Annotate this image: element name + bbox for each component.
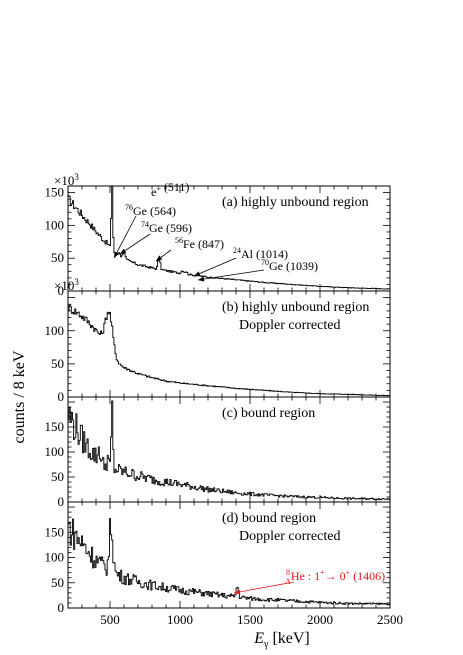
panel-title: Doppler corrected: [239, 318, 340, 333]
y-multiplier: ×103: [54, 277, 79, 293]
x-axis-label: Eγ [keV]: [253, 630, 310, 650]
peak-arrow-line: [119, 233, 151, 255]
peak-label-text: Ge: [133, 204, 147, 218]
x-axis-label-sub: γ: [263, 639, 269, 650]
peak-label-text: Ge: [149, 221, 163, 235]
peak-label-iso: 24: [233, 246, 241, 255]
y-tick-label: 0: [58, 389, 65, 404]
y-tick-label: 100: [45, 323, 65, 338]
peak-annotation: 70Ge (1039): [197, 258, 318, 282]
peak-label-iso: 70: [261, 258, 269, 267]
peak-label-iso: 76: [125, 203, 133, 212]
peak-annotation: 76Ge (564): [113, 203, 176, 259]
peak-arrow-head: [114, 251, 119, 258]
peak-label-text: Fe: [183, 237, 195, 251]
y-tick-label: 150: [45, 419, 65, 434]
y-axis-label: counts / 8 keV: [11, 350, 28, 443]
peak-label-iso-sub: Λ: [285, 577, 291, 586]
peak-label-iso-sup: 8: [286, 568, 290, 577]
panel-title: (c) bound region: [222, 406, 315, 421]
spectrum-trace: [68, 400, 390, 501]
peak-label: 8 ΛHe : 1+→ 0+ (1406): [285, 568, 385, 586]
peak-arrow-head: [120, 248, 127, 254]
x-tick-label: 1000: [167, 612, 193, 627]
y-tick-label: 0: [58, 283, 65, 298]
peak-arrow-line: [113, 215, 137, 259]
peak-label: 76Ge (564): [125, 203, 176, 218]
peak-annotation: 24Al (1014): [193, 246, 288, 277]
peak-arrow-head: [194, 271, 201, 276]
peak-annotation: 8 ΛHe : 1+→ 0+ (1406): [233, 568, 385, 595]
y-multiplier: ×103: [54, 172, 79, 188]
peak-label-energy: (564): [147, 204, 176, 218]
peak-label: 70Ge (1039): [261, 258, 318, 273]
y-tick-label: 100: [45, 550, 65, 565]
x-tick-label: 500: [100, 612, 120, 627]
peak-annotation: 74Ge (596): [119, 220, 192, 255]
y-tick-label: 50: [51, 250, 64, 265]
panel-2: 0 50 100 ×103 (b) highly unbound region Doppl…: [45, 277, 391, 404]
panel-title: (a) highly unbound region: [222, 195, 369, 210]
x-axis-label-unit: [keV]: [268, 630, 309, 647]
peak-label-text: Al: [241, 247, 254, 261]
peak-label-sup: +: [320, 568, 325, 577]
peak-arrow-line: [233, 581, 295, 594]
peak-label-text: Ge: [269, 259, 283, 273]
peak-arrow-head: [156, 255, 163, 261]
x-tick-label: 2500: [377, 612, 403, 627]
peak-label-arrow: →: [325, 569, 337, 583]
panel-title: Doppler corrected: [239, 529, 340, 544]
peak-label-text: e: [151, 185, 156, 199]
spectrum-trace: [68, 304, 390, 397]
peak-arrow-line: [197, 269, 265, 281]
panel-title: (b) highly unbound region: [222, 300, 369, 315]
y-tick-label: 50: [51, 575, 64, 590]
peak-label: e+ (511): [151, 180, 189, 199]
peak-arrow-line: [193, 257, 237, 277]
peak-annotation: e+ (511): [151, 180, 189, 199]
y-tick-label: 100: [45, 217, 65, 232]
peak-label-text2: 0: [337, 569, 346, 583]
peak-annotation: 56Fe (847): [155, 236, 224, 262]
spectrum-trace: [68, 185, 390, 290]
x-tick-label: 1500: [237, 612, 263, 627]
peak-label-iso: 74: [141, 220, 149, 229]
peak-label-energy: (847): [195, 237, 224, 251]
peak-label: 74Ge (596): [141, 220, 192, 235]
peak-label-energy: (1039): [283, 259, 318, 273]
peak-label-iso: 56: [175, 236, 183, 245]
y-tick-label: 100: [45, 444, 65, 459]
y-tick-label: 150: [45, 185, 65, 200]
y-tick-label: 0: [58, 600, 65, 615]
peak-label-energy: (1406): [350, 569, 385, 583]
peak-label: 24Al (1014): [233, 246, 288, 261]
y-tick-label: 150: [45, 524, 65, 539]
panel-title: (d) bound region: [222, 511, 316, 526]
panel-4: 0 50 100 150 (d) bound region Doppler correct…: [45, 501, 391, 615]
peak-label-sup: +: [156, 184, 161, 193]
y-tick-label: 0: [58, 494, 65, 509]
peak-label-energy: (596): [163, 221, 192, 235]
y-tick-label: 50: [51, 469, 64, 484]
peak-label-sup2: +: [346, 568, 351, 577]
x-axis-label-symbol: E: [253, 630, 264, 647]
peak-label-text: He : 1: [291, 569, 320, 583]
peak-arrow-head: [198, 276, 205, 282]
peak-label: 56Fe (847): [175, 236, 224, 251]
y-multiplier-exp: 3: [74, 277, 79, 287]
spectrum-trace: [68, 518, 390, 606]
peak-label-energy: (1014): [253, 247, 288, 261]
panel-3: 0 50 100 150 (c) bound region: [45, 396, 391, 509]
y-multiplier-exp: 3: [74, 172, 79, 182]
x-tick-label: 2000: [307, 612, 333, 627]
panel-frame: [67, 501, 391, 609]
y-tick-label: 50: [51, 356, 64, 371]
peak-arrow-head: [234, 589, 241, 595]
peak-label-energy: (511): [161, 180, 190, 194]
